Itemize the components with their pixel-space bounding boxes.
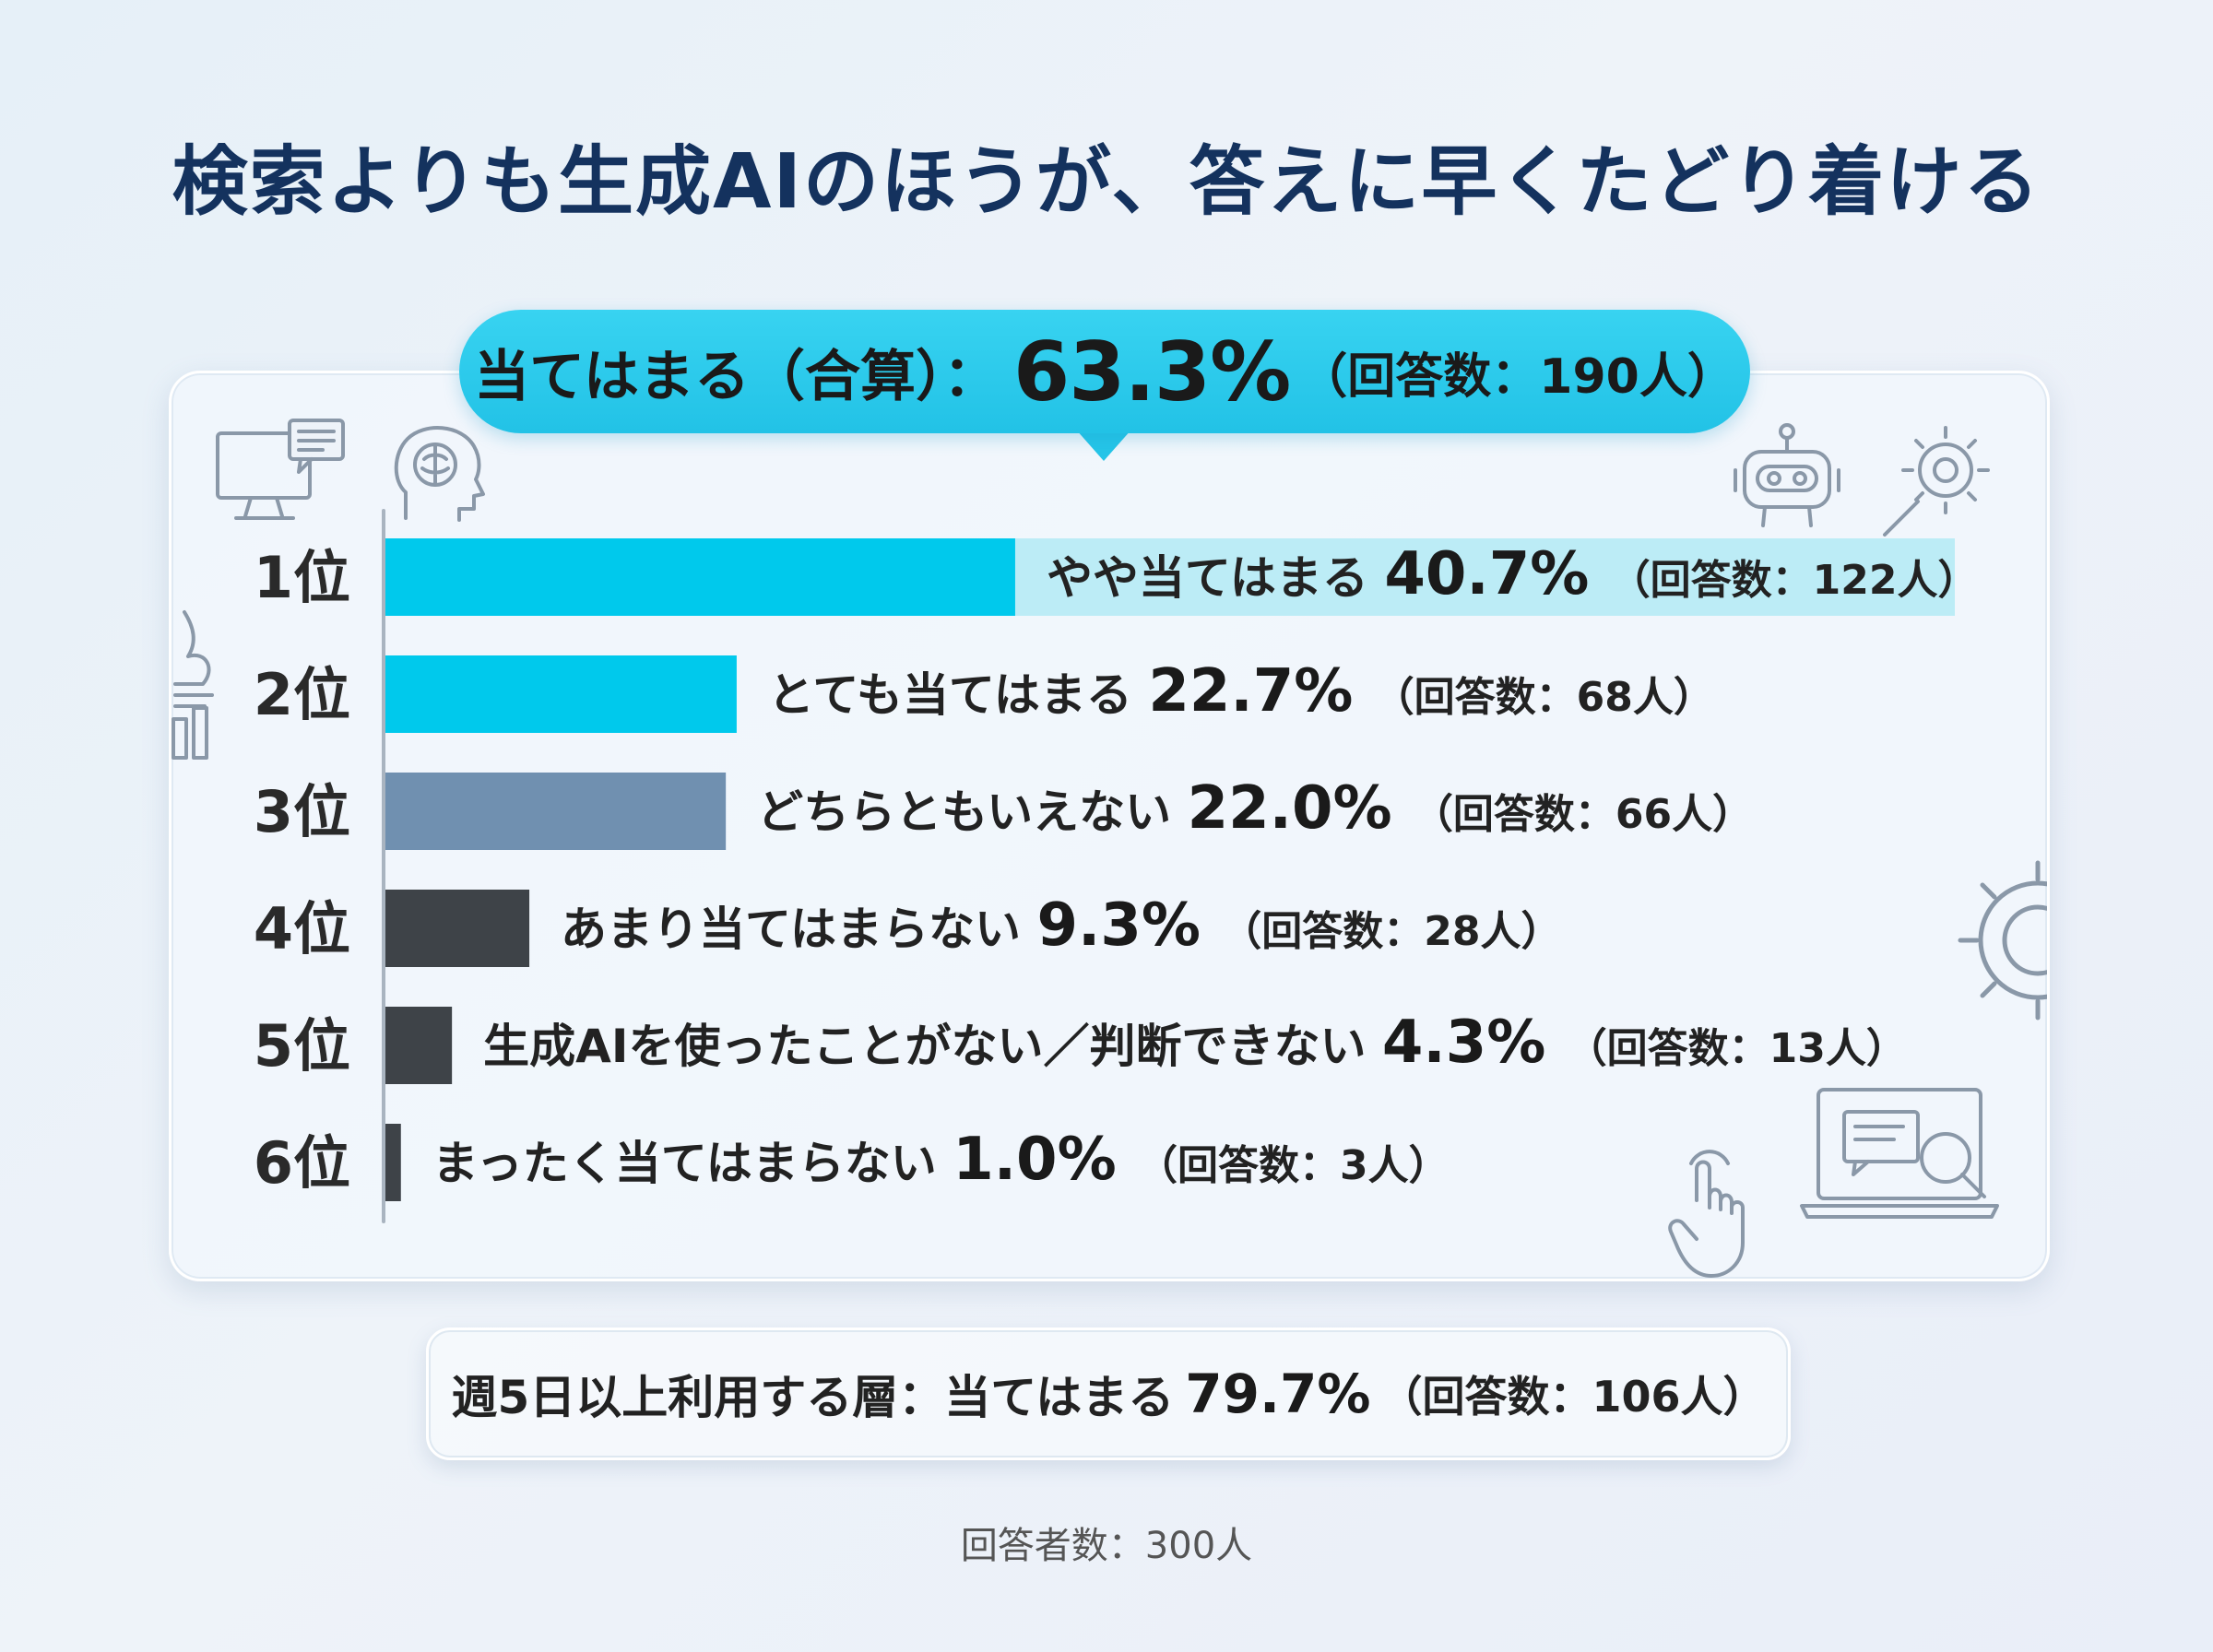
category-label-4: あまり当てはまらない xyxy=(561,903,1036,956)
ai-head-icon xyxy=(387,417,489,527)
bar-label-4: あまり当てはまらない 9.3% （回答数：28人） xyxy=(561,891,1561,960)
gear-icon xyxy=(1955,857,2047,1023)
count-label-6: （回答数：3人） xyxy=(1137,1142,1450,1189)
bar-2 xyxy=(385,655,737,733)
respondents-footnote: 回答者数：300人 xyxy=(960,1525,1253,1567)
bar-4 xyxy=(385,890,530,967)
highlight-value: 63.3% xyxy=(1012,324,1291,419)
monitor-chat-icon xyxy=(214,417,348,527)
value-label-6: 1.0% xyxy=(953,1126,1137,1194)
laptop-search-icon xyxy=(1798,1084,2010,1222)
rank-label-3: 3位 xyxy=(254,778,350,845)
chart-hand-icon xyxy=(166,605,231,761)
bar-label-5: 生成AIを使ったことがない／判断できない 4.3% （回答数：13人） xyxy=(483,1009,1907,1077)
gear-magnifier-icon xyxy=(1872,417,2001,546)
value-label-5: 4.3% xyxy=(1382,1009,1567,1077)
bubble-tail xyxy=(1076,430,1131,461)
bar-3 xyxy=(385,773,727,850)
count-label-1: （回答数：122人） xyxy=(1610,557,1979,604)
count-label-4: （回答数：28人） xyxy=(1221,908,1561,955)
summary-count: （回答数：106人） xyxy=(1379,1372,1766,1422)
total-highlight-badge: 当てはまる（合算）： 63.3% （回答数：190人） xyxy=(459,310,1750,433)
summary-value: 79.7% xyxy=(1185,1363,1371,1425)
y-axis-line xyxy=(382,509,385,1223)
weekly-user-summary: 週5日以上利用する層：当てはまる 79.7% （回答数：106人） xyxy=(426,1328,1791,1460)
highlight-label: 当てはまる（合算）： xyxy=(474,344,999,409)
value-label-1: 40.7% xyxy=(1384,540,1609,608)
bar-label-6: まったく当てはまらない 1.0% （回答数：3人） xyxy=(432,1126,1450,1194)
bar-label-1: やや当てはまる 40.7% （回答数：122人） xyxy=(1047,540,1979,608)
rank-label-5: 5位 xyxy=(254,1012,350,1080)
rank-label-1: 1位 xyxy=(254,544,350,611)
bar-1 xyxy=(385,538,1015,616)
category-label-2: とても当てはまる xyxy=(768,668,1148,722)
count-label-2: （回答数：68人） xyxy=(1374,674,1714,721)
chart-title: 検索よりも生成AIのほうが、答えに早くたどり着ける xyxy=(172,138,2041,226)
highlight-count: （回答数：190人） xyxy=(1299,348,1735,405)
value-label-3: 22.0% xyxy=(1188,774,1413,843)
bar-6 xyxy=(385,1124,401,1201)
count-label-3: （回答数：66人） xyxy=(1413,791,1753,838)
bar-label-3: どちらともいえない 22.0% （回答数：66人） xyxy=(757,774,1753,843)
bar-label-2: とても当てはまる 22.7% （回答数：68人） xyxy=(768,657,1714,726)
count-label-5: （回答数：13人） xyxy=(1567,1025,1907,1072)
value-label-2: 22.7% xyxy=(1148,657,1373,726)
pointer-hand-icon xyxy=(1667,1143,1759,1281)
rank-label-6: 6位 xyxy=(254,1129,350,1197)
bar-5 xyxy=(385,1007,453,1084)
category-label-3: どちらともいえない xyxy=(757,785,1187,839)
category-label-1: やや当てはまる xyxy=(1047,551,1384,605)
summary-label: 週5日以上利用する層：当てはまる xyxy=(451,1371,1175,1424)
category-label-5: 生成AIを使ったことがない／判断できない xyxy=(483,1020,1382,1073)
robot-icon xyxy=(1732,422,1842,533)
category-label-6: まったく当てはまらない xyxy=(432,1137,953,1190)
rank-label-2: 2位 xyxy=(254,661,350,728)
rank-label-4: 4位 xyxy=(254,895,350,962)
value-label-4: 9.3% xyxy=(1036,891,1221,960)
